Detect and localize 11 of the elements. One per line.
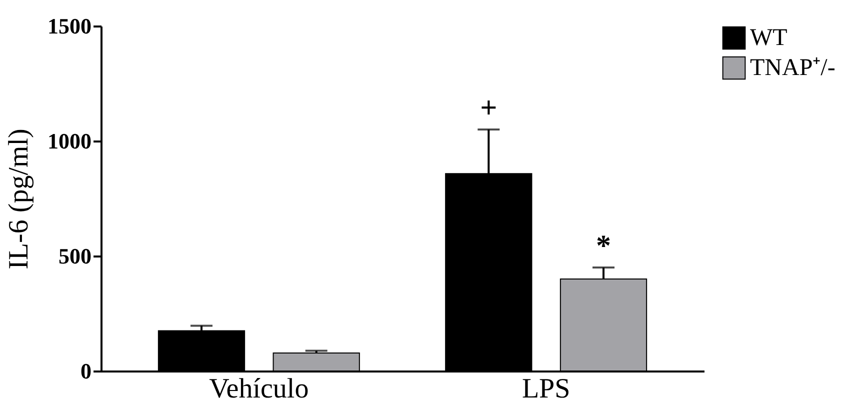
annotation: +	[480, 92, 498, 124]
x-tick-label: LPS	[522, 374, 570, 404]
legend-label: WT	[750, 25, 788, 51]
legend-label: TNAP⁺/-	[750, 55, 836, 81]
annotation: *	[596, 230, 611, 262]
y-tick-label: 1500	[48, 14, 92, 38]
x-tick-label: Vehículo	[209, 374, 309, 404]
y-tick-label: 500	[58, 244, 92, 268]
y-axis-title: IL-6 (pg/ml)	[4, 128, 34, 270]
y-tick-label: 1000	[48, 128, 92, 154]
y-tick-label: 0	[80, 358, 92, 384]
